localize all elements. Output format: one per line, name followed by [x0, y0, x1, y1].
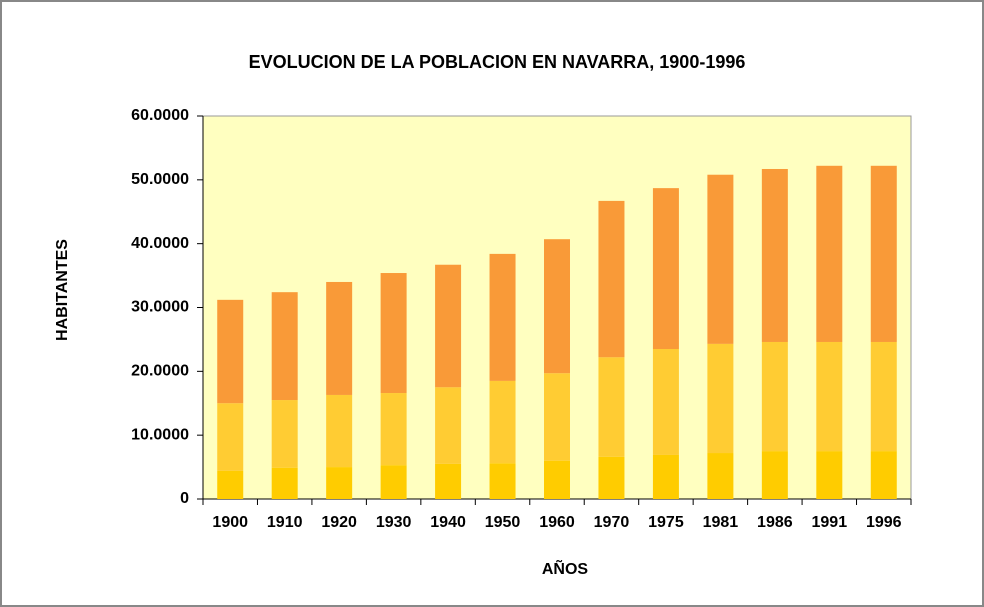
y-tick-label: 10.0000: [131, 426, 189, 443]
bar-segment: [870, 165, 897, 342]
x-tick-label: 1940: [430, 514, 466, 531]
bar-segment: [435, 463, 462, 499]
x-tick-label: 1910: [267, 514, 303, 531]
bar-segment: [652, 188, 679, 349]
bar-segment: [544, 239, 570, 374]
bar-segment: [271, 292, 298, 401]
bar-segment: [598, 456, 625, 499]
y-tick-label: 40.0000: [131, 235, 189, 252]
bar-segment: [380, 393, 407, 466]
y-tick-label: 20.0000: [131, 363, 189, 380]
bar-segment: [326, 467, 353, 499]
x-tick-label: 1900: [212, 514, 248, 531]
bar-segment: [217, 403, 244, 471]
x-tick-label: 1975: [648, 514, 684, 531]
bar-segment: [870, 451, 897, 499]
y-axis-label: HABITANTES: [54, 239, 71, 341]
bar-segment: [707, 343, 734, 454]
x-tick-label: 1930: [376, 514, 412, 531]
bar-segment: [217, 299, 244, 404]
x-tick-label: 1981: [703, 514, 739, 531]
bar-segment: [816, 165, 843, 342]
bar-segment: [761, 341, 788, 452]
bar-segment: [816, 341, 843, 452]
bar-segment: [544, 460, 570, 499]
bar-segment: [598, 357, 625, 457]
bar-segment: [489, 463, 516, 499]
x-tick-label: 1986: [757, 514, 793, 531]
y-tick-label: 30.0000: [131, 299, 189, 316]
x-tick-label: 1970: [594, 514, 630, 531]
bar-segment: [271, 400, 298, 468]
y-tick-label: 50.0000: [131, 171, 189, 188]
bar-segment: [489, 380, 516, 464]
bar-segment: [707, 453, 734, 499]
bar-segment: [652, 348, 679, 455]
bar-segment: [326, 394, 353, 468]
bar-segment: [326, 281, 353, 395]
x-tick-label: 1950: [485, 514, 521, 531]
bar-segment: [489, 253, 516, 381]
bar-segment: [544, 373, 570, 461]
bar-segment: [435, 264, 462, 388]
bar-segment: [598, 200, 625, 358]
bar-segment: [816, 451, 843, 499]
bar-segment: [380, 465, 407, 499]
bar-segment: [870, 341, 897, 452]
bar-segment: [761, 168, 788, 342]
bar-segment: [652, 454, 679, 499]
bar-segment: [217, 470, 244, 499]
x-tick-label: 1960: [539, 514, 575, 531]
bar-segment: [761, 451, 788, 499]
x-tick-label: 1920: [321, 514, 357, 531]
bar-segment: [707, 174, 734, 344]
bar-segment: [380, 273, 407, 394]
x-axis-label: AÑOS: [542, 558, 589, 578]
bar-segment: [435, 387, 462, 464]
y-tick-label: 60.0000: [131, 107, 189, 124]
y-tick-label: 0: [180, 490, 189, 507]
x-tick-label: 1991: [812, 514, 848, 531]
chart-title: EVOLUCION DE LA POBLACION EN NAVARRA, 19…: [249, 52, 746, 72]
bar-segment: [271, 467, 298, 499]
x-tick-label: 1996: [866, 514, 902, 531]
